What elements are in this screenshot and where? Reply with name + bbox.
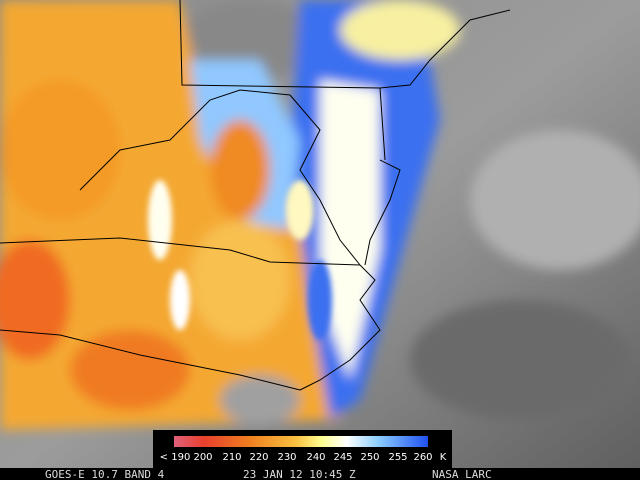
footer-satellite: GOES-E 10.7 BAND 4 [45,468,165,480]
borders [0,0,510,390]
colorbar-label: 220 [249,452,268,463]
cloud-detail [148,180,332,340]
footer-source: NASA LARC [432,468,492,480]
colorbar-label: 210 [222,452,241,463]
footer-timestamp: 23 JAN 12 10:45 Z [243,468,356,480]
colorbar-label: 200 [193,452,212,463]
colorbar-label: < 190 [160,452,191,463]
colorbar-unit: K [440,452,447,463]
colorbar-label: 250 [360,452,379,463]
footer-bar [0,468,640,480]
colorbar-label: 230 [277,452,296,463]
colorbar-label: 260 [413,452,432,463]
colorbar-label: 240 [306,452,325,463]
colorbar-label: 245 [333,452,352,463]
cloud-field [0,0,640,430]
colorbar-labels: < 190 200 210 220 230 240 245 250 255 26… [160,452,447,463]
colorbar [174,436,428,447]
colorbar-label: 255 [388,452,407,463]
